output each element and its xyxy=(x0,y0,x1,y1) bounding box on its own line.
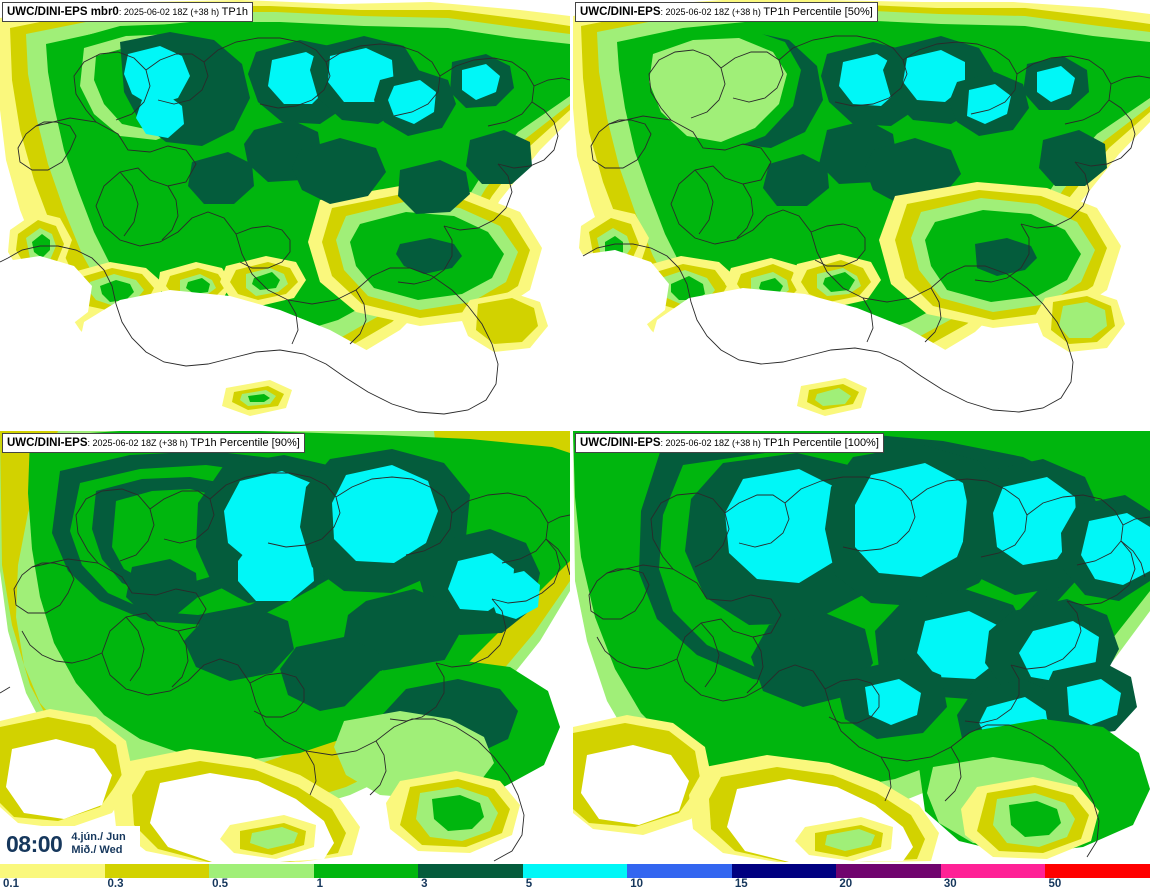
valid-date: 4.jún./ Jun Mið./ Wed xyxy=(71,831,125,857)
panel-label-percentile-90: UWC/DINI-EPS: 2025-06-02 18Z (+38 h) TP1… xyxy=(2,433,305,453)
colorbar-swatch xyxy=(1045,864,1150,878)
precip-map-mbr0 xyxy=(0,0,570,428)
valid-date-line2: Mið./ Wed xyxy=(71,844,123,856)
panel-model-name: UWC/DINI-EPS xyxy=(7,437,88,449)
colorbar-swatch xyxy=(209,864,314,878)
valid-date-line1: 4.jún./ Jun xyxy=(71,831,126,843)
panel-model-name: UWC/DINI-EPS xyxy=(580,6,661,18)
colorbar-tick-label: 20 xyxy=(839,878,853,890)
precipitation-colorbar: 0.1 0.3 0.5 1 3 5 10 15 20 30 50 xyxy=(0,862,1150,891)
precip-map-percentile-90 xyxy=(0,431,570,862)
colorbar-swatch xyxy=(104,864,210,878)
colorbar-swatch xyxy=(522,864,628,878)
valid-time-clock: 08:00 xyxy=(6,830,63,857)
colorbar-swatch xyxy=(627,864,732,878)
precip-map-percentile-50 xyxy=(573,0,1150,428)
colorbar-swatch xyxy=(836,864,941,878)
panel-model-name: UWC/DINI-EPS mbr0 xyxy=(7,6,119,18)
panel-run-time: : 2025-06-02 18Z (+38 h) xyxy=(660,438,764,448)
panel-run-time: : 2025-06-02 18Z (+38 h) xyxy=(87,438,191,448)
map-panel-percentile-100[interactable]: UWC/DINI-EPS: 2025-06-02 18Z (+38 h) TP1… xyxy=(573,431,1150,862)
valid-time-box: 08:00 4.jún./ Jun Mið./ Wed xyxy=(0,826,140,862)
colorbar-tick-label: 50 xyxy=(1048,878,1062,890)
panel-parameter: TP1h xyxy=(221,6,248,18)
panel-model-name: UWC/DINI-EPS xyxy=(580,437,661,449)
panel-parameter: TP1h Percentile [100%] xyxy=(763,437,879,449)
colorbar-swatch xyxy=(0,864,105,878)
colorbar-tick-label: 10 xyxy=(630,878,644,890)
map-panel-percentile-90[interactable]: UWC/DINI-EPS: 2025-06-02 18Z (+38 h) TP1… xyxy=(0,431,570,862)
panel-parameter: TP1h Percentile [90%] xyxy=(190,437,300,449)
colorbar-tick-label: 0.1 xyxy=(3,878,19,890)
colorbar-swatch xyxy=(940,864,1046,878)
panel-label-mbr0: UWC/DINI-EPS mbr0: 2025-06-02 18Z (+38 h… xyxy=(2,2,253,22)
colorbar-ticks: 0.1 0.3 0.5 1 3 5 10 15 20 30 50 xyxy=(0,878,1150,891)
colorbar-tick-label: 30 xyxy=(943,878,957,890)
colorbar-tick-label: 5 xyxy=(525,878,533,890)
map-panel-percentile-50[interactable]: UWC/DINI-EPS: 2025-06-02 18Z (+38 h) TP1… xyxy=(573,0,1150,428)
panel-run-time: : 2025-06-02 18Z (+38 h) xyxy=(118,7,222,17)
colorbar-swatches xyxy=(0,864,1150,878)
colorbar-tick-label: 1 xyxy=(316,878,324,890)
panel-parameter: TP1h Percentile [50%] xyxy=(763,6,873,18)
panel-label-percentile-100: UWC/DINI-EPS: 2025-06-02 18Z (+38 h) TP1… xyxy=(575,433,884,453)
panel-run-time: : 2025-06-02 18Z (+38 h) xyxy=(660,7,764,17)
map-panel-grid: UWC/DINI-EPS mbr0: 2025-06-02 18Z (+38 h… xyxy=(0,0,1150,862)
colorbar-swatch xyxy=(418,864,523,878)
colorbar-tick-label: 15 xyxy=(734,878,748,890)
colorbar-swatch xyxy=(731,864,837,878)
map-panel-mbr0[interactable]: UWC/DINI-EPS mbr0: 2025-06-02 18Z (+38 h… xyxy=(0,0,570,428)
colorbar-swatch xyxy=(313,864,419,878)
precip-map-percentile-100 xyxy=(573,431,1150,862)
colorbar-tick-label: 0.5 xyxy=(212,878,229,890)
colorbar-tick-label: 3 xyxy=(421,878,428,890)
panel-label-percentile-50: UWC/DINI-EPS: 2025-06-02 18Z (+38 h) TP1… xyxy=(575,2,878,22)
colorbar-tick-label: 0.3 xyxy=(107,878,124,890)
